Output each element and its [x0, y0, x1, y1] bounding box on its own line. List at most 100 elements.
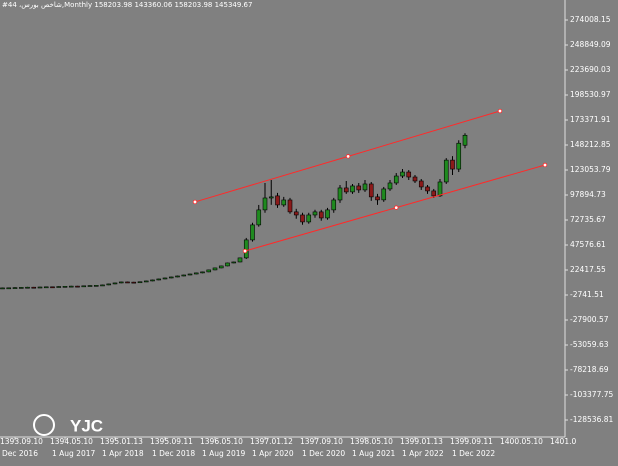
candle-body — [356, 185, 362, 191]
y-tick-label: 274008.15 — [570, 15, 611, 24]
candle-body — [425, 186, 430, 192]
candle-body — [212, 267, 218, 271]
trendline-anchor — [497, 108, 503, 114]
candle-body — [318, 211, 324, 219]
candle-body — [37, 286, 43, 289]
candle-body — [206, 269, 212, 273]
y-tick-label: 223690.03 — [570, 65, 611, 74]
x2-tick-label: 1396.05.10 — [200, 437, 243, 446]
candle-body — [331, 199, 337, 211]
candle-body — [343, 187, 349, 193]
watermark: YJC — [70, 416, 103, 435]
candle-body — [6, 287, 12, 290]
candle-body — [418, 180, 424, 188]
candle-body — [243, 239, 249, 259]
x-tick-label: 1 Aug 2021 — [352, 449, 395, 458]
candle-body — [137, 281, 143, 284]
y-tick-label: -2741.51 — [570, 290, 604, 299]
candle-body — [375, 196, 380, 201]
candle-body — [81, 285, 87, 288]
candle-body — [225, 262, 230, 267]
candle-body — [393, 175, 399, 184]
y-tick-label: -53059.63 — [570, 340, 609, 349]
candle-body — [62, 286, 68, 288]
x2-tick-label: 1401.0 — [550, 437, 576, 446]
trendline-anchor — [345, 154, 351, 159]
y-tick-label: -27900.57 — [570, 315, 609, 324]
x2-tick-label: 1397.01.12 — [250, 437, 293, 446]
x2-tick-label: 1397.09.10 — [300, 437, 343, 446]
trendline-anchor — [242, 248, 248, 254]
candle-body — [337, 187, 343, 201]
candle-body — [56, 286, 62, 288]
candle-body — [143, 280, 149, 283]
candle-body — [218, 265, 224, 269]
candle-body — [462, 134, 468, 146]
candle-body — [406, 171, 412, 178]
trendline-anchor — [192, 199, 198, 205]
trendline-anchor — [542, 162, 548, 168]
candle-body — [281, 199, 287, 206]
x-tick-label: 1 Dec 2018 — [152, 449, 195, 458]
candle-body — [231, 261, 237, 264]
chart-title: #44 ،شاخص بورس,Monthly 158203.98 143360.… — [2, 1, 252, 9]
y-tick-label: -78218.69 — [570, 365, 609, 374]
candle-body — [287, 199, 293, 213]
y-tick-label: 97894.73 — [570, 190, 606, 199]
candle-body — [43, 286, 49, 289]
candle-body — [181, 274, 187, 277]
candle-body — [68, 285, 74, 288]
candle-body — [368, 183, 374, 198]
candle-body — [168, 276, 174, 279]
candle-body — [443, 159, 449, 183]
candle-body — [100, 284, 105, 287]
y-tick-label: -128536.81 — [570, 415, 613, 424]
y-tick-label: 173371.91 — [570, 115, 611, 124]
x-tick-label: Dec 2016 — [2, 449, 38, 458]
x2-tick-label: 1400.05.10 — [500, 437, 543, 446]
candle-body — [112, 282, 118, 285]
candle-body — [400, 171, 405, 177]
x2-tick-label: 1395.09.11 — [150, 437, 193, 446]
candle-body — [18, 287, 24, 289]
candle-body — [237, 257, 243, 263]
y-tick-label: 72735.67 — [570, 215, 606, 224]
candle-body — [193, 272, 199, 275]
trendline-anchor — [394, 205, 399, 210]
candle-body — [300, 214, 305, 223]
candle-body — [437, 181, 443, 197]
candle-body — [268, 196, 274, 199]
x2-tick-label: 1399.09.11 — [450, 437, 493, 446]
candle-body — [12, 287, 18, 289]
x-tick-label: 1 Dec 2022 — [452, 449, 495, 458]
candle-body — [131, 281, 137, 284]
candle-body — [150, 279, 155, 282]
logo-mark — [33, 414, 55, 436]
x-tick-label: 1 Dec 2020 — [302, 449, 345, 458]
candle-body — [350, 185, 355, 193]
candle-body — [362, 183, 368, 191]
candle-body — [306, 214, 312, 223]
y-tick-label: 22417.55 — [570, 265, 606, 274]
candle-body — [312, 211, 318, 216]
watermark-logo: YJC — [33, 414, 103, 436]
candle-body — [156, 278, 162, 281]
candle-body — [412, 176, 418, 182]
candle-body — [256, 209, 262, 226]
candle-body — [31, 286, 37, 289]
candle-body — [293, 211, 299, 216]
candle-body — [50, 286, 55, 289]
x2-tick-label: 1394.05.10 — [50, 437, 93, 446]
x2-tick-label: 1393.09.10 — [0, 437, 43, 446]
candle-body — [75, 285, 80, 288]
x2-tick-label: 1399.01.13 — [400, 437, 443, 446]
candle-body — [250, 224, 255, 241]
x-tick-label: 1 Apr 2018 — [102, 449, 144, 458]
candle-body — [162, 277, 168, 280]
candle-body — [431, 190, 437, 197]
x2-tick-label: 1398.05.10 — [350, 437, 393, 446]
x-tick-label: 1 Aug 2019 — [202, 449, 245, 458]
y-tick-label: 198530.97 — [570, 90, 611, 99]
candle-body — [262, 197, 268, 211]
candle-body — [200, 271, 205, 274]
